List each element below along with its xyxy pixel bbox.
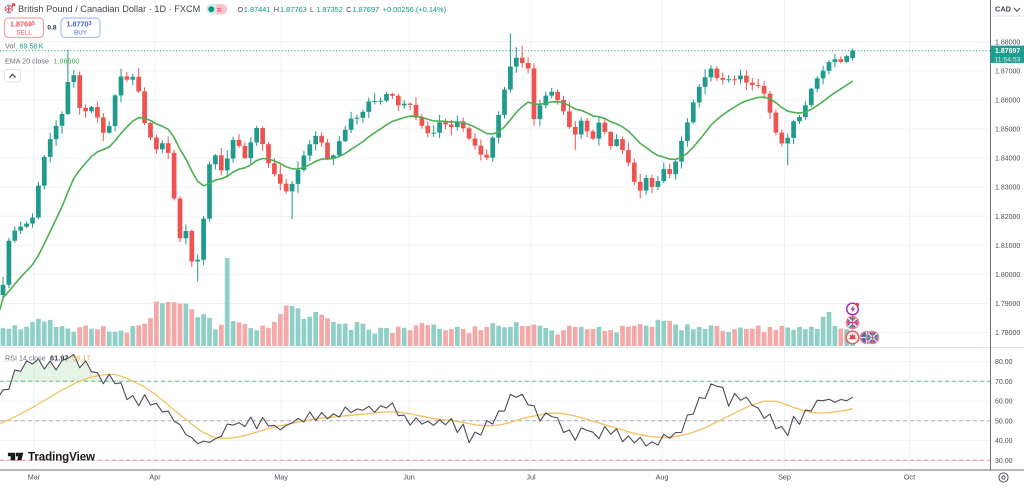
- svg-text:≈: ≈: [217, 4, 222, 14]
- svg-text:CAD: CAD: [995, 5, 1012, 14]
- svg-text:1.87695: 1.87695: [10, 19, 35, 28]
- svg-text:40.00: 40.00: [995, 438, 1013, 445]
- svg-text:0.8: 0.8: [47, 25, 56, 32]
- svg-text:EMA 20 close: EMA 20 close: [5, 57, 49, 66]
- svg-text:Sep: Sep: [778, 473, 791, 482]
- svg-text:1.87763: 1.87763: [280, 5, 307, 14]
- svg-text:1.88000: 1.88000: [995, 39, 1020, 46]
- svg-text:Oct: Oct: [904, 473, 915, 482]
- svg-text:1.83000: 1.83000: [995, 185, 1020, 192]
- svg-text:TradingView: TradingView: [28, 451, 96, 464]
- svg-text:1.87697: 1.87697: [352, 5, 379, 14]
- svg-text:1.84000: 1.84000: [995, 156, 1020, 163]
- svg-text:1.81000: 1.81000: [995, 243, 1020, 250]
- svg-text:Jul: Jul: [526, 473, 536, 482]
- svg-text:1.87352: 1.87352: [316, 5, 343, 14]
- svg-text:1.86660: 1.86660: [54, 57, 80, 66]
- svg-text:70.00: 70.00: [995, 379, 1013, 386]
- svg-text:+0.00256 (+0.14%): +0.00256 (+0.14%): [383, 5, 446, 14]
- svg-text:1.85000: 1.85000: [995, 127, 1020, 134]
- svg-text:50.00: 50.00: [995, 418, 1013, 425]
- svg-text:C: C: [346, 5, 352, 14]
- svg-text:Jun: Jun: [403, 473, 415, 482]
- svg-text:Apr: Apr: [149, 473, 161, 482]
- svg-text:O: O: [238, 5, 244, 14]
- svg-text:Mar: Mar: [28, 473, 41, 482]
- svg-text:RSI 14 close: RSI 14 close: [5, 353, 46, 362]
- svg-text:1.79000: 1.79000: [995, 301, 1020, 308]
- svg-text:Aug: Aug: [656, 473, 669, 482]
- svg-text:11:54:53: 11:54:53: [995, 56, 1021, 63]
- svg-text:61.97: 61.97: [50, 353, 69, 362]
- svg-text:69.58K: 69.58K: [20, 41, 44, 50]
- svg-text:1.87697: 1.87697: [995, 48, 1020, 55]
- svg-text:60.00: 60.00: [995, 399, 1013, 406]
- svg-text:SELL: SELL: [16, 29, 32, 36]
- svg-text:1.80000: 1.80000: [995, 272, 1020, 279]
- svg-text:80.00: 80.00: [995, 359, 1013, 366]
- svg-text:1.87441: 1.87441: [244, 5, 271, 14]
- svg-text:BUY: BUY: [74, 29, 88, 36]
- svg-text:British Pound / Canadian Dolla: British Pound / Canadian Dollar · 1D · F…: [18, 4, 200, 14]
- svg-text:Vol: Vol: [5, 41, 15, 50]
- svg-text:1.78000: 1.78000: [995, 330, 1020, 337]
- svg-text:H: H: [274, 5, 279, 14]
- svg-text:30.00: 30.00: [995, 458, 1013, 465]
- svg-text:L: L: [310, 5, 314, 14]
- svg-text:1.86000: 1.86000: [995, 98, 1020, 105]
- svg-text:1.87000: 1.87000: [995, 68, 1020, 75]
- svg-text:1.82000: 1.82000: [995, 214, 1020, 221]
- svg-text:May: May: [274, 473, 288, 482]
- svg-text:1.87703: 1.87703: [67, 19, 92, 28]
- svg-text:56.17: 56.17: [72, 353, 91, 362]
